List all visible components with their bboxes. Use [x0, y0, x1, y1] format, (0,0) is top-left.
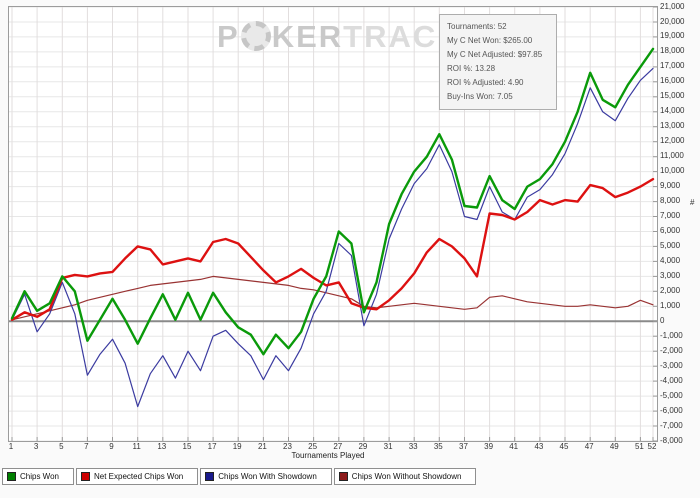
chart-canvas: [9, 7, 657, 441]
y-tick-label: 3,000: [660, 270, 681, 280]
y-tick-label: 11,000: [660, 151, 684, 161]
x-tick-label: 25: [308, 442, 318, 451]
x-tick-label: 47: [584, 442, 594, 451]
y-tick-label: 7,000: [660, 211, 681, 220]
y-tick-label: -4,000: [660, 375, 683, 385]
legend-swatch-icon: [80, 472, 90, 481]
info-box-line: Buy-Ins Won: 7.05: [447, 92, 513, 101]
x-tick-label: 3: [33, 442, 39, 451]
y-tick-label: 20,000: [660, 16, 685, 26]
y-tick-label: 13,000: [660, 121, 685, 131]
x-tick-label: 27: [333, 442, 343, 451]
legend-item: Net Expected Chips Won: [75, 468, 199, 485]
y-tick-label: 5,000: [660, 240, 681, 250]
x-tick-label: 37: [459, 442, 468, 451]
legend-label: Chips Won Without Showdown: [351, 472, 462, 481]
y-tick-label: 19,000: [660, 31, 685, 41]
y-tick-label: 15,000: [660, 91, 685, 101]
x-tick-label: 29: [358, 442, 368, 451]
y-tick-label: 14,000: [660, 106, 685, 116]
y-tick-label: 0: [660, 315, 665, 325]
y-tick-label: -1,000: [660, 330, 683, 340]
y-tick-label: 21,000: [660, 1, 685, 11]
series-line-chips-won: [10, 47, 655, 356]
info-box-line: Tournaments: 52: [447, 22, 507, 31]
info-box-line: ROI %: 13.28: [447, 64, 496, 73]
y-tick-label: 10,000: [660, 166, 685, 176]
x-tick-label: 21: [257, 442, 267, 451]
y-tick-label: 12,000: [660, 136, 685, 146]
x-tick-label: 49: [609, 442, 619, 451]
y-tick-label: 6,000: [660, 226, 681, 235]
info-box-line: My C Net Adjusted: $97.85: [447, 50, 543, 59]
y-tick-label: 16,000: [660, 76, 685, 86]
y-tick-label: 8,000: [660, 196, 681, 206]
x-tick-label: 7: [84, 442, 89, 451]
legend-swatch-icon: [338, 472, 348, 481]
x-tick-label: 23: [283, 442, 292, 451]
y-tick-label: -5,000: [660, 390, 683, 400]
x-tick-label: 45: [559, 442, 569, 451]
y-tick-label: -7,000: [660, 420, 683, 430]
x-tick-label: 39: [484, 442, 494, 451]
legend-swatch-icon: [205, 472, 215, 481]
x-tick-label: 11: [132, 442, 141, 451]
series-line-chips-won-without-showdown: [11, 275, 654, 321]
chart-plot-area: P KERTRACKER Tournaments: 52 My C Net Won:…: [8, 6, 658, 442]
y-tick-label: -2,000: [660, 345, 683, 355]
y-tick-label: 17,000: [660, 61, 685, 71]
legend-item: Chips Won: [2, 468, 74, 485]
x-tick-label: 35: [433, 442, 443, 451]
x-tick-label: 13: [157, 442, 167, 451]
x-axis-title: Tournaments Played: [291, 451, 365, 460]
series-line-chips-won-with-showdown: [11, 67, 654, 408]
y-tick-label: -6,000: [660, 405, 683, 415]
y-tick-label: -8,000: [660, 435, 683, 445]
y-tick-label: 2,000: [660, 285, 681, 295]
x-tick-label: 9: [109, 442, 114, 451]
y-tick-label: 4,000: [660, 255, 681, 265]
x-tick-label: 43: [534, 442, 544, 451]
x-tick-label: 1: [8, 442, 14, 451]
x-tick-label: 33: [408, 442, 418, 451]
info-box-line: ROI % Adjusted: 4.90: [447, 78, 524, 87]
y-tick-label: -3,000: [660, 360, 683, 370]
chart-legend: Chips Won Net Expected Chips Won Chips Won…: [2, 468, 477, 485]
legend-swatch-icon: [7, 472, 16, 481]
legend-item: Chips Won Without Showdown: [333, 468, 477, 485]
legend-item: Chips Won With Showdown: [200, 468, 332, 485]
legend-label: Chips Won With Showdown: [218, 472, 317, 481]
x-tick-label: 31: [383, 442, 393, 451]
x-tick-label: 51: [634, 442, 644, 451]
x-tick-label: 15: [182, 442, 192, 451]
legend-label: Chips Won: [20, 472, 59, 481]
y-tick-label: 18,000: [660, 46, 685, 56]
y-tick-label: 1,000: [660, 300, 681, 310]
y-axis-title: #: [690, 198, 695, 207]
series-line-net-expected-chips-won: [10, 177, 655, 321]
x-tick-label: 17: [207, 442, 217, 451]
x-tick-label: 52: [647, 442, 657, 451]
stats-info-box: Tournaments: 52 My C Net Won: $265.00 My C…: [439, 14, 558, 110]
x-tick-label: 5: [59, 442, 64, 451]
info-box-line: My C Net Won: $265.00: [447, 36, 533, 45]
watermark-ker: KER: [271, 19, 344, 54]
poker-chip-icon: [240, 21, 271, 51]
y-tick-label: 9,000: [660, 181, 681, 191]
x-tick-label: 41: [509, 442, 519, 451]
x-tick-label: 19: [232, 442, 242, 451]
legend-label: Net Expected Chips Won: [93, 472, 184, 481]
watermark-p: P: [217, 19, 240, 54]
